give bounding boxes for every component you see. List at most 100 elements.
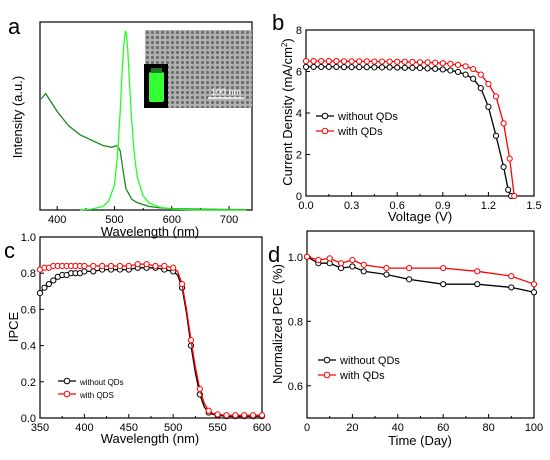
y-axis-label: Normalized PCE (%) (270, 264, 285, 384)
data-point (386, 58, 393, 65)
data-point (505, 186, 512, 193)
data-point (349, 256, 356, 264)
data-point (440, 264, 447, 272)
data-point (511, 192, 518, 200)
x-axis-label: Wavelength (nm) (101, 431, 200, 446)
data-point (337, 260, 345, 267)
x-tick-label: 60 (437, 422, 449, 434)
data-point (356, 64, 363, 71)
data-point (394, 64, 401, 71)
x-tick-label: 0 (304, 422, 310, 434)
data-point (178, 280, 186, 288)
data-point (125, 262, 132, 270)
legend-label: with QDS (79, 391, 114, 400)
x-tick-label: 100 (525, 422, 543, 434)
scale-bar-label: 100 nm (211, 87, 241, 97)
data-point (500, 163, 507, 171)
y-axis-label-sup: 2 (280, 42, 289, 47)
x-tick-label: 400 (48, 214, 66, 226)
tem-inset: 100 nm (144, 30, 252, 108)
y-axis-label: Intensity (a.u.) (10, 76, 25, 158)
x-tick-label: 0.0 (298, 200, 313, 212)
legend-label: without QDs (339, 355, 400, 367)
data-point (401, 64, 408, 71)
y-tick-label: 4 (296, 108, 302, 120)
y-tick-label: 6 (296, 67, 302, 79)
data-point (325, 63, 332, 71)
panel-letter-d: d (268, 242, 280, 267)
vial-glow (149, 72, 164, 102)
data-point (439, 60, 446, 67)
data-point (485, 80, 492, 88)
data-point (508, 284, 515, 291)
legend-marker (63, 390, 71, 398)
y-tick-label: 0.4 (21, 341, 36, 353)
data-point (492, 93, 500, 100)
data-point (474, 281, 481, 288)
data-point (440, 281, 447, 288)
x-axis-label: Wavelength (nm) (101, 224, 200, 239)
data-point (90, 262, 97, 270)
data-point (454, 68, 462, 76)
data-point (318, 58, 325, 65)
data-point (416, 64, 424, 72)
data-point (477, 71, 484, 78)
data-point (90, 268, 97, 275)
data-point (360, 261, 367, 268)
data-point (325, 58, 332, 65)
data-point (333, 58, 340, 65)
series-line-1 (40, 92, 247, 211)
data-point (462, 63, 469, 70)
data-point (143, 261, 150, 268)
data-point (447, 67, 454, 74)
data-point (348, 64, 355, 71)
panel-letter-b: b (272, 10, 284, 35)
data-point (424, 65, 431, 72)
panel-b-chart: 0.0 0.3 0.6 0.9 1.2 1.5 0 2 4 6 8 Voltage (V) Curren… (280, 25, 542, 224)
data-point (416, 59, 424, 66)
plot-frame (306, 230, 535, 419)
data-point (349, 263, 356, 270)
y-tick-label: 0.6 (288, 381, 303, 393)
data-point (81, 268, 88, 275)
data-point (81, 262, 88, 270)
data-point (116, 262, 124, 270)
data-point (506, 155, 513, 162)
x-tick-label: 350 (31, 422, 49, 434)
data-point (152, 262, 159, 270)
y-tick-label: 0.2 (21, 377, 36, 389)
data-point (310, 58, 317, 65)
data-point (363, 64, 370, 71)
x-axis-label: Time (Day) (388, 433, 452, 448)
data-point (45, 280, 52, 288)
x-tick-label: 550 (208, 422, 226, 434)
x-tick-label: 20 (346, 422, 358, 434)
x-tick-label: 500 (164, 422, 182, 434)
data-point (406, 276, 413, 283)
y-tick-label: 0 (296, 191, 302, 203)
data-point (187, 337, 195, 344)
data-point (394, 58, 401, 65)
data-point (196, 385, 203, 393)
data-point (432, 59, 439, 66)
data-point (508, 273, 515, 280)
data-point (378, 64, 386, 71)
data-point (303, 253, 311, 260)
data-point (348, 58, 355, 65)
data-point (36, 290, 44, 297)
data-point (315, 256, 322, 264)
y-axis-label: Current Density (mA/cm2) (280, 38, 295, 186)
data-point (340, 58, 348, 65)
data-point (371, 58, 378, 65)
data-point (214, 411, 221, 418)
data-point (41, 284, 48, 291)
data-point (470, 65, 477, 73)
series-line-2 (39, 263, 262, 416)
x-tick-label: 0.3 (344, 200, 359, 212)
data-point (223, 412, 230, 419)
y-tick-label: 0.0 (21, 413, 36, 425)
data-point (474, 268, 481, 275)
data-point (409, 64, 416, 71)
data-point (406, 264, 413, 272)
